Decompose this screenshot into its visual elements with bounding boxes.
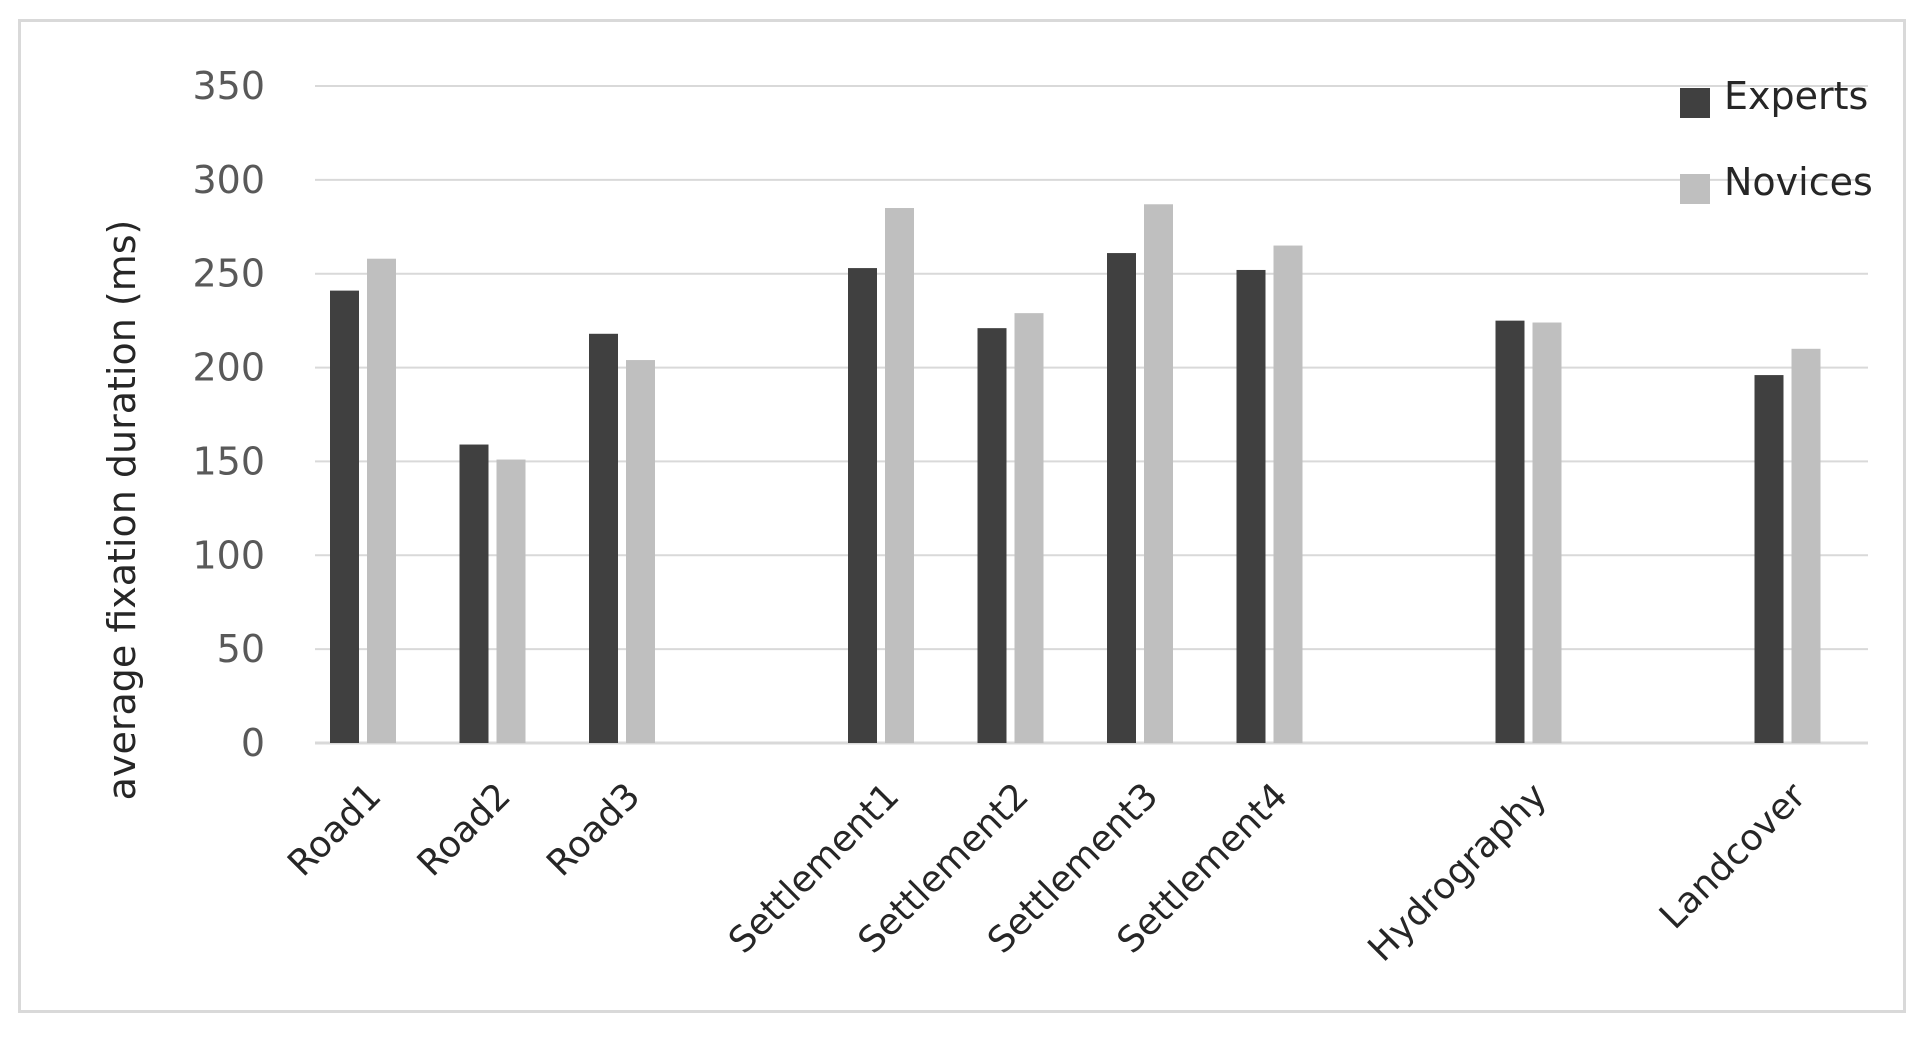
bar-experts-road3: [589, 333, 618, 743]
y-axis-title: average fixation duration (ms): [100, 220, 144, 801]
x-axis-labels: Road1 Road2 Road3 Settlement1Settlement2Set…: [280, 775, 1814, 970]
bar-novices-landcover: [1791, 348, 1821, 743]
bar-novices-settlement1: [885, 208, 914, 743]
y-tick-label: 250: [192, 252, 265, 296]
x-tick-label: Landcover: [1652, 775, 1814, 937]
y-tick-label: 100: [192, 533, 265, 577]
bar-novices-road3: [626, 360, 655, 743]
bar-novices-settlement3: [1144, 204, 1173, 743]
x-tick-label: Road1: [280, 775, 389, 884]
bar-experts-hydrography: [1495, 320, 1525, 743]
bar-experts-road2: [459, 444, 489, 743]
bar-experts-road1: [330, 290, 359, 743]
y-tick-label: 50: [217, 627, 265, 671]
y-tick-label: 150: [192, 439, 265, 483]
legend-swatch-experts: [1680, 88, 1710, 118]
bar-experts-landcover: [1754, 375, 1784, 743]
bar-experts-settlement2: [977, 328, 1007, 743]
bar-novices-road2: [496, 459, 526, 743]
legend: Experts Novices: [1680, 74, 1873, 204]
bar-novices-road1: [367, 258, 396, 743]
legend-label-experts: Experts: [1724, 74, 1868, 118]
x-tick-label: Road3: [539, 775, 648, 884]
bar-experts-settlement4: [1236, 269, 1266, 743]
y-tick-label: 200: [192, 346, 265, 390]
bars: [330, 204, 1821, 744]
bar-novices-settlement4: [1273, 245, 1303, 744]
y-axis-ticks: 0 50 100 150 200 250 300 350: [192, 64, 265, 765]
y-tick-label: 300: [192, 158, 265, 202]
y-tick-label: 350: [192, 64, 265, 108]
bar-experts-settlement1: [848, 268, 877, 743]
legend-label-novices: Novices: [1724, 160, 1873, 204]
gridlines: [315, 85, 1868, 745]
x-tick-label: Hydrography: [1360, 775, 1554, 969]
bar-novices-hydrography: [1532, 322, 1562, 743]
bar-novices-settlement2: [1014, 313, 1044, 743]
y-tick-label: 0: [241, 721, 265, 765]
legend-swatch-novices: [1680, 174, 1710, 204]
x-tick-label: Road2: [410, 775, 519, 884]
bar-experts-settlement3: [1107, 253, 1136, 743]
